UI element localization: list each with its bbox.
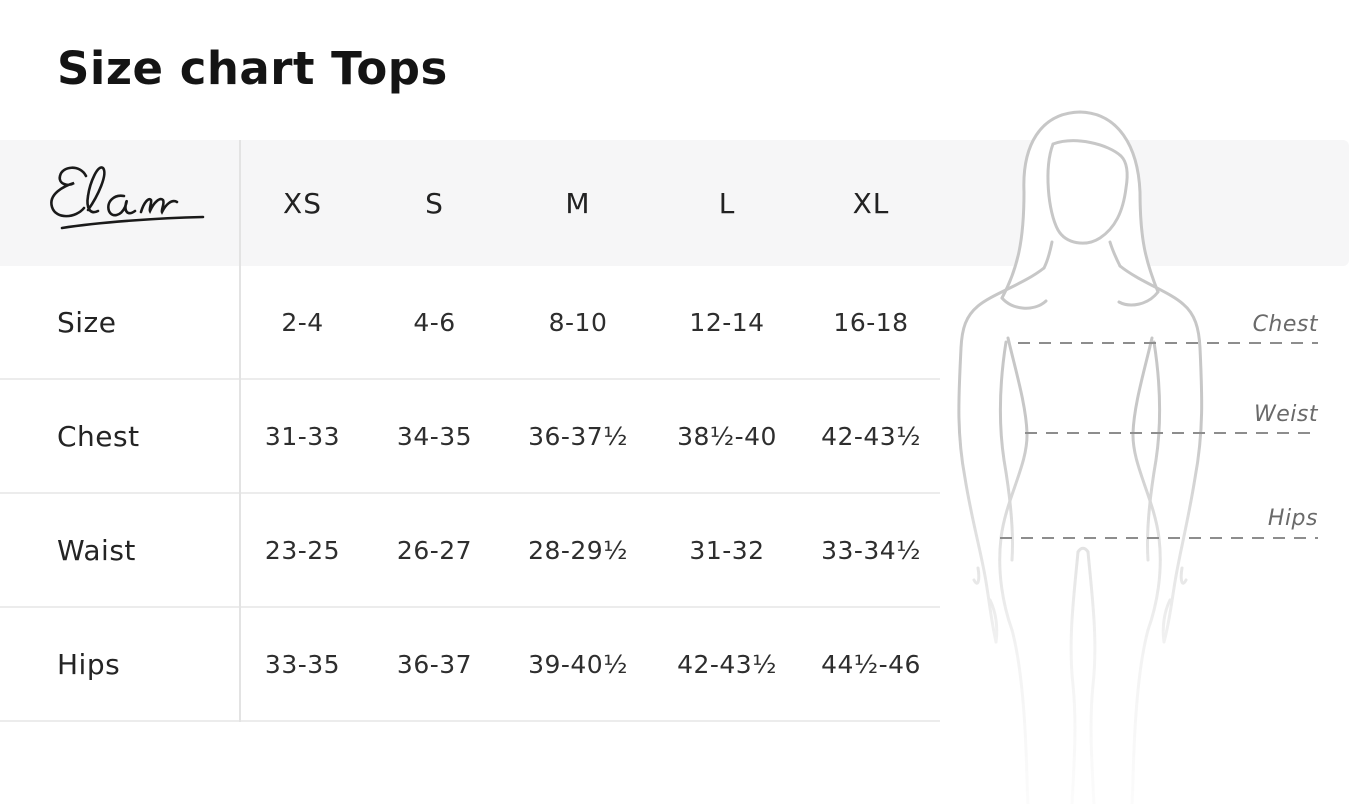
cell-chest-m: 36-37½ <box>528 421 628 451</box>
table-row-hips: Hips 33-35 36-37 39-40½ 42-43½ 44½-46 <box>0 608 940 722</box>
cell-size-m: 8-10 <box>548 307 608 337</box>
cell-size-s: 4-6 <box>413 307 456 337</box>
size-chart-table: XS S M L XL Size 2-4 4-6 8-10 12-14 16-1… <box>0 140 940 722</box>
column-header-m: M <box>565 186 591 220</box>
elan-signature-icon <box>50 166 205 230</box>
cell-waist-m: 28-29½ <box>528 535 628 565</box>
cell-chest-xs: 31-33 <box>264 421 341 451</box>
waist-measurement-label: Weist <box>1254 402 1318 427</box>
page-title: Size chart Tops <box>57 42 448 95</box>
label-column-divider <box>239 140 241 722</box>
row-label: Chest <box>57 419 140 453</box>
column-header-xs: XS <box>283 186 322 220</box>
table-header-row: XS S M L XL <box>0 140 940 266</box>
chest-measurement-label: Chest <box>1252 312 1318 337</box>
cell-chest-s: 34-35 <box>396 421 473 451</box>
cell-hips-l: 42-43½ <box>677 649 777 679</box>
column-header-s: S <box>425 186 444 220</box>
table-row-waist: Waist 23-25 26-27 28-29½ 31-32 33-34½ <box>0 494 940 608</box>
hips-measurement-label: Hips <box>1267 506 1318 531</box>
column-header-l: L <box>718 186 736 220</box>
cell-size-xs: 2-4 <box>281 307 324 337</box>
row-label: Size <box>57 305 117 339</box>
cell-waist-xs: 23-25 <box>264 535 341 565</box>
cell-waist-xl: 33-34½ <box>821 535 921 565</box>
column-header-xl: XL <box>852 186 890 220</box>
brand-logo: Elan <box>40 152 210 247</box>
cell-hips-xl: 44½-46 <box>821 649 921 679</box>
measurement-dashed-lines <box>1000 342 1318 539</box>
cell-size-xl: 16-18 <box>833 307 909 337</box>
table-row-size: Size 2-4 4-6 8-10 12-14 16-18 <box>0 266 940 380</box>
cell-hips-s: 36-37 <box>396 649 473 679</box>
cell-hips-xs: 33-35 <box>264 649 341 679</box>
cell-hips-m: 39-40½ <box>528 649 628 679</box>
body-figure-illustration <box>940 100 1360 804</box>
row-label: Hips <box>57 647 121 681</box>
table-row-chest: Chest 31-33 34-35 36-37½ 38½-40 42-43½ <box>0 380 940 494</box>
cell-waist-s: 26-27 <box>396 535 473 565</box>
cell-chest-l: 38½-40 <box>677 421 777 451</box>
woman-silhouette-icon <box>957 110 1318 804</box>
cell-waist-l: 31-32 <box>689 535 765 565</box>
cell-size-l: 12-14 <box>689 307 765 337</box>
cell-chest-xl: 42-43½ <box>821 421 921 451</box>
row-label: Waist <box>57 533 136 567</box>
